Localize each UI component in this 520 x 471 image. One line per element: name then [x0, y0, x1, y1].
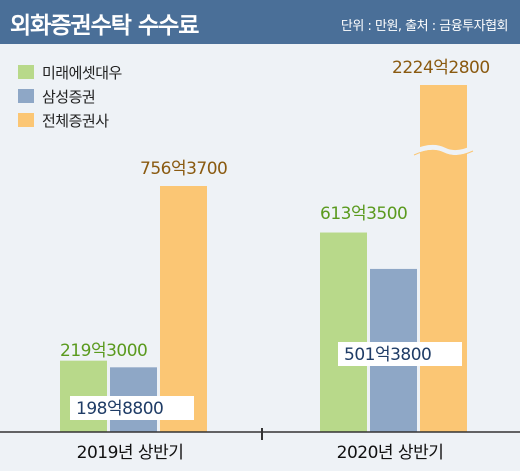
legend-swatch-samsung — [18, 89, 34, 103]
value-label-mirae-2020: 613억3500 — [320, 204, 407, 224]
legend-swatch-mirae — [18, 65, 34, 79]
value-label-box-samsung-2019 — [70, 396, 194, 420]
x-tick-label-2019: 2019년 상반기 — [77, 443, 184, 463]
unit-source-note: 단위 : 만원, 출처 : 금융투자협회 — [340, 19, 509, 34]
legend-label-samsung: 삼성증권 — [42, 87, 96, 106]
bar-total-2020 — [420, 85, 467, 432]
legend-swatch-total — [18, 113, 34, 127]
axis-break-gap — [412, 144, 475, 156]
value-label-samsung-2020: 501억3800 — [344, 345, 431, 365]
value-label-total-2020: 2224억2800 — [392, 58, 490, 78]
legend: 미래에셋대우 삼성증권 전체증권사 — [18, 60, 122, 132]
x-tick-label-2020: 2020년 상반기 — [337, 443, 444, 463]
value-label-mirae-2019: 219억3000 — [60, 341, 147, 361]
legend-item-mirae: 미래에셋대우 — [18, 60, 122, 84]
header-bar: 외화증권수탁 수수료 단위 : 만원, 출처 : 금융투자협회 — [0, 0, 520, 44]
bar-total-2019 — [160, 186, 207, 432]
chart-title: 외화증권수탁 수수료 — [10, 13, 199, 39]
axis-break-line — [413, 149, 474, 157]
legend-item-total: 전체증권사 — [18, 108, 122, 132]
value-label-box-samsung-2020 — [338, 342, 462, 366]
bar-mirae-2020 — [320, 232, 367, 432]
value-label-samsung-2019: 198억8800 — [76, 399, 163, 419]
legend-label-total: 전체증권사 — [42, 111, 109, 130]
legend-label-mirae: 미래에셋대우 — [42, 63, 122, 82]
legend-item-samsung: 삼성증권 — [18, 84, 122, 108]
value-label-total-2019: 756억3700 — [140, 159, 227, 179]
